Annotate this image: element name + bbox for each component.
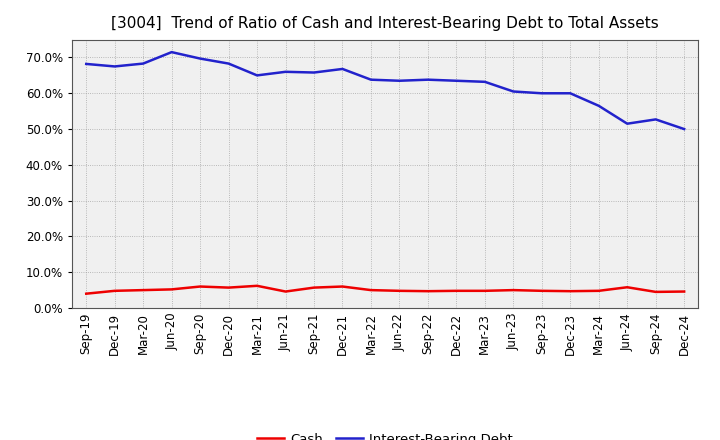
Interest-Bearing Debt — [82, 61, 91, 66]
Cash — [452, 288, 461, 293]
Interest-Bearing Debt — [395, 78, 404, 84]
Cash — [480, 288, 489, 293]
Interest-Bearing Debt — [480, 79, 489, 84]
Cash — [196, 284, 204, 289]
Interest-Bearing Debt — [225, 61, 233, 66]
Cash — [253, 283, 261, 289]
Cash — [395, 288, 404, 293]
Cash — [623, 285, 631, 290]
Cash — [680, 289, 688, 294]
Interest-Bearing Debt — [167, 49, 176, 55]
Cash — [82, 291, 91, 296]
Cash — [652, 289, 660, 294]
Line: Interest-Bearing Debt: Interest-Bearing Debt — [86, 52, 684, 129]
Interest-Bearing Debt — [509, 89, 518, 94]
Interest-Bearing Debt — [452, 78, 461, 84]
Cash — [225, 285, 233, 290]
Cash — [282, 289, 290, 294]
Interest-Bearing Debt — [253, 73, 261, 78]
Interest-Bearing Debt — [423, 77, 432, 82]
Cash — [509, 287, 518, 293]
Interest-Bearing Debt — [537, 91, 546, 96]
Interest-Bearing Debt — [282, 69, 290, 74]
Line: Cash: Cash — [86, 286, 684, 293]
Cash — [423, 289, 432, 294]
Cash — [566, 289, 575, 294]
Cash — [110, 288, 119, 293]
Cash — [167, 287, 176, 292]
Interest-Bearing Debt — [110, 64, 119, 69]
Interest-Bearing Debt — [338, 66, 347, 72]
Cash — [310, 285, 318, 290]
Cash — [537, 288, 546, 293]
Interest-Bearing Debt — [566, 91, 575, 96]
Interest-Bearing Debt — [680, 126, 688, 132]
Interest-Bearing Debt — [196, 56, 204, 61]
Interest-Bearing Debt — [595, 103, 603, 108]
Interest-Bearing Debt — [310, 70, 318, 75]
Cash — [595, 288, 603, 293]
Interest-Bearing Debt — [139, 61, 148, 66]
Title: [3004]  Trend of Ratio of Cash and Interest-Bearing Debt to Total Assets: [3004] Trend of Ratio of Cash and Intere… — [112, 16, 659, 32]
Interest-Bearing Debt — [652, 117, 660, 122]
Legend: Cash, Interest-Bearing Debt: Cash, Interest-Bearing Debt — [252, 427, 518, 440]
Interest-Bearing Debt — [623, 121, 631, 126]
Cash — [139, 287, 148, 293]
Interest-Bearing Debt — [366, 77, 375, 82]
Cash — [366, 287, 375, 293]
Cash — [338, 284, 347, 289]
